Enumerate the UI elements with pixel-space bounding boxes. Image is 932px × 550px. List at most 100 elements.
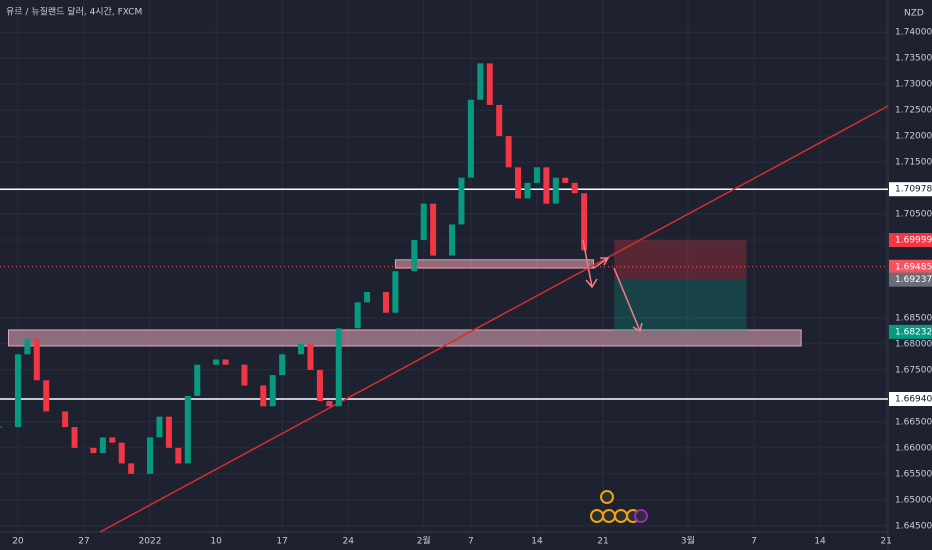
- candle: [128, 463, 135, 474]
- candle: [505, 136, 512, 168]
- x-tick-label: 17: [276, 537, 287, 547]
- price-tag-label: 1.69485: [895, 262, 932, 272]
- candle: [43, 380, 50, 412]
- y-tick-label: 1.74000: [895, 28, 932, 38]
- zone: [394, 259, 595, 269]
- candle: [24, 338, 31, 355]
- candle: [71, 427, 78, 448]
- candle: [552, 177, 559, 204]
- y-tick-label: 1.68000: [895, 339, 932, 349]
- price-tag-label: 1.69999: [895, 236, 932, 246]
- candle: [62, 411, 69, 428]
- trendline: [99, 105, 889, 533]
- candle: [222, 359, 229, 365]
- level-label: 1.66940: [895, 395, 932, 405]
- zone: [7, 329, 802, 347]
- y-tick-label: 1.72000: [895, 132, 932, 142]
- candle: [477, 63, 484, 100]
- candle: [269, 375, 276, 407]
- candle: [90, 447, 97, 454]
- y-tick-label: 1.65500: [895, 469, 932, 479]
- y-tick-label: 1.73000: [895, 80, 932, 90]
- candle: [279, 354, 286, 376]
- candle: [99, 437, 106, 454]
- x-tick-label: 24: [342, 537, 354, 547]
- price-tag-label: 1.68232: [895, 327, 932, 337]
- arrow: [632, 322, 643, 333]
- candle: [486, 63, 493, 105]
- candle: [109, 437, 116, 443]
- candle: [307, 343, 314, 370]
- arrow: [585, 278, 598, 289]
- candle: [571, 182, 578, 194]
- candle: [382, 291, 389, 313]
- candle: [165, 416, 172, 448]
- event-icon: [614, 509, 628, 523]
- x-tick-label: 2월: [417, 535, 431, 547]
- candle: [354, 302, 361, 329]
- y-tick-label: 1.67500: [895, 365, 932, 375]
- candle: [298, 343, 305, 355]
- candle: [364, 291, 371, 303]
- stop-zone: [614, 240, 747, 280]
- y-tick-label: 1.65000: [895, 495, 932, 505]
- x-tick-label: 14: [814, 537, 826, 547]
- chart-title: 유로 / 뉴질랜드 달러, 4시간, FXCM: [6, 6, 142, 18]
- price-tag: [889, 324, 932, 339]
- candle: [430, 203, 437, 256]
- price-tag: [889, 272, 932, 287]
- x-tick-label: 7: [468, 537, 474, 547]
- candle: [420, 203, 427, 241]
- arrow: [613, 267, 641, 332]
- candle: [147, 437, 154, 474]
- candle: [260, 385, 267, 407]
- candle: [496, 104, 503, 137]
- x-tick-label: 10: [210, 537, 222, 547]
- candle: [184, 395, 191, 464]
- candle: [118, 442, 125, 464]
- plot: [0, 0, 889, 533]
- events: [590, 490, 648, 523]
- arrow: [600, 257, 610, 266]
- candle: [213, 359, 220, 365]
- candle: [411, 240, 418, 272]
- y-tick-label: 1.66500: [895, 417, 932, 427]
- event-icon: [634, 509, 648, 523]
- candle: [533, 167, 540, 183]
- candle: [156, 416, 163, 438]
- candle: [449, 224, 456, 256]
- y-tick-label: 1.73500: [895, 54, 932, 64]
- y-axis-label: NZD: [904, 9, 924, 19]
- event-icon: [602, 509, 616, 523]
- candle: [14, 354, 21, 428]
- candle: [581, 193, 588, 251]
- target-zone: [614, 279, 747, 332]
- x-tick-label: 7: [751, 537, 757, 547]
- y-tick-label: 1.66000: [895, 443, 932, 453]
- x-tick-label: 21: [597, 537, 608, 547]
- price-tag-label: 1.69237: [895, 275, 932, 285]
- level-tag: [889, 392, 932, 406]
- x-tick-label: 14: [531, 537, 543, 547]
- y-tick-label: 1.71500: [895, 158, 932, 168]
- candle: [392, 271, 399, 313]
- candle: [543, 167, 550, 204]
- x-tick-label: 27: [78, 537, 89, 547]
- candle: [194, 364, 201, 396]
- price-tag: [889, 233, 932, 248]
- event-icon: [590, 509, 604, 523]
- arrow: [582, 239, 593, 288]
- y-tick-label: 1.72500: [895, 106, 932, 116]
- x-tick-label: 3월: [681, 535, 695, 547]
- candle: [175, 447, 182, 464]
- level-label: 1.70978: [895, 185, 932, 195]
- level-tag: [889, 182, 932, 197]
- event-icon: [600, 490, 614, 504]
- x-tick-label: 2022: [139, 537, 162, 547]
- candle: [326, 401, 333, 407]
- y-tick-label: 1.70500: [895, 210, 932, 220]
- candle: [515, 167, 522, 199]
- candle: [562, 177, 569, 183]
